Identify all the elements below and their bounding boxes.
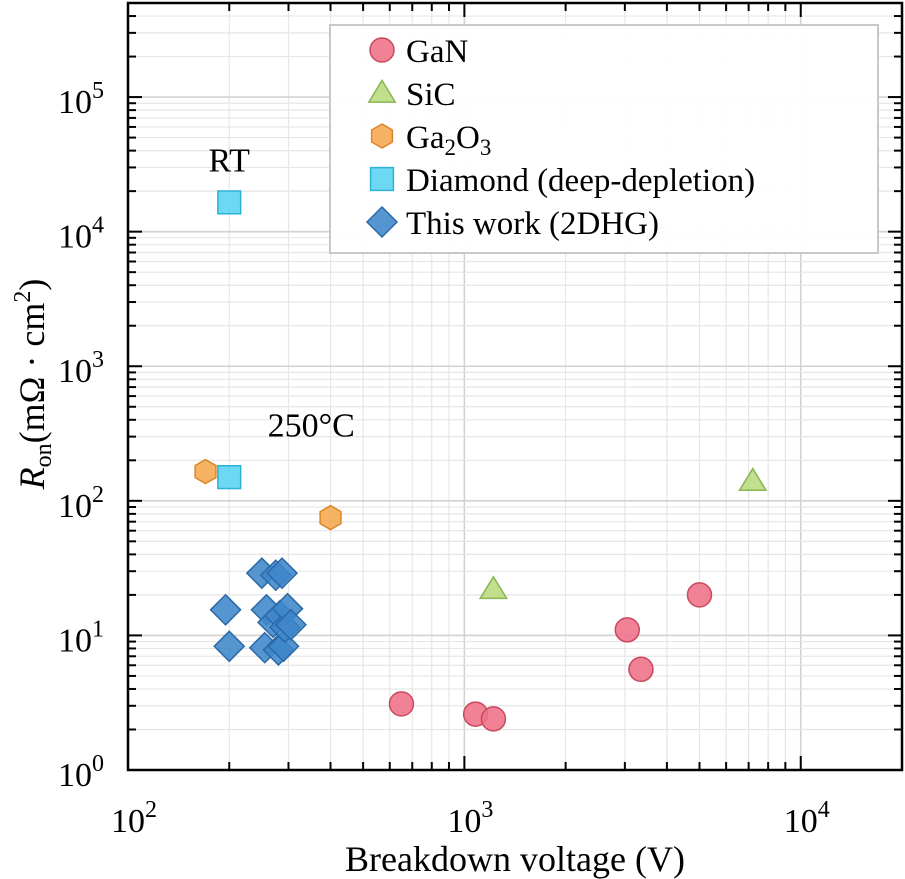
legend-item-this-work-2dhg: This work (2DHG) bbox=[365, 205, 659, 242]
y-axis-label-sub: on bbox=[31, 443, 57, 467]
data-point-ga2o3 bbox=[194, 458, 217, 485]
x-tick-label-base: 10 bbox=[111, 803, 145, 840]
y-tick-label-exp: 3 bbox=[92, 347, 104, 373]
tick-layer bbox=[127, 2, 903, 771]
legend-label: GaN bbox=[406, 34, 468, 70]
y-tick-label: 100 bbox=[58, 751, 104, 794]
y-axis-label-main: R bbox=[12, 467, 52, 490]
y-tick-label-base: 10 bbox=[58, 622, 92, 659]
data-point-sic bbox=[738, 467, 768, 491]
legend-label: Ga2O3 bbox=[406, 120, 491, 160]
y-tick-label-base: 10 bbox=[58, 353, 92, 390]
legend-marker-this-work-2dhg bbox=[365, 205, 399, 239]
y-tick-label-base: 10 bbox=[58, 757, 92, 794]
y-tick-label-exp: 2 bbox=[92, 482, 104, 508]
legend-item-sic: SiC bbox=[367, 77, 456, 113]
legend-item-gan: GaN bbox=[369, 34, 468, 70]
data-point-sic bbox=[478, 575, 508, 600]
annotation-label: 250°C bbox=[268, 408, 355, 445]
y-tick-label: 101 bbox=[58, 616, 104, 659]
legend-marker-ga2o3 bbox=[370, 123, 394, 149]
data-point-gan bbox=[628, 656, 654, 683]
x-tick-label: 104 bbox=[784, 797, 830, 840]
y-tick-label: 104 bbox=[58, 213, 104, 256]
y-axis-label: Ron(mΩ · cm2) bbox=[10, 279, 57, 491]
y-axis-label-units: (mΩ · cm bbox=[12, 303, 52, 444]
data-point-this-work-2dhg bbox=[209, 593, 242, 626]
legend-item-ga2o3: Ga2O3 bbox=[370, 120, 491, 160]
x-axis-label: Breakdown voltage (V) bbox=[345, 839, 685, 879]
y-tick-label-exp: 0 bbox=[92, 751, 104, 777]
data-point-this-work-2dhg bbox=[213, 630, 246, 663]
y-tick-label-base: 10 bbox=[58, 488, 92, 525]
x-tick-label-exp: 4 bbox=[818, 797, 830, 823]
y-axis-label-close: ) bbox=[12, 279, 52, 291]
y-tick-label: 103 bbox=[58, 347, 104, 390]
plot-frame bbox=[126, 1, 904, 772]
series-diamond-deep-depletion bbox=[217, 190, 242, 490]
series-sic bbox=[478, 467, 768, 600]
legend-marker-sic bbox=[367, 78, 397, 103]
data-point-gan bbox=[480, 706, 507, 732]
x-tick-label-base: 10 bbox=[447, 803, 481, 840]
x-tick-label-base: 10 bbox=[784, 803, 818, 840]
data-point-this-work-2dhg bbox=[274, 608, 307, 641]
data-point-this-work-2dhg bbox=[265, 557, 299, 590]
legend-label: This work (2DHG) bbox=[406, 206, 659, 242]
legend-marker-diamond-deep-depletion bbox=[369, 166, 395, 192]
x-tick-label-exp: 3 bbox=[481, 797, 493, 823]
x-tick-label: 102 bbox=[111, 797, 157, 840]
annotation-layer: RT 250°C bbox=[209, 142, 355, 444]
y-axis-label-sup: 2 bbox=[10, 291, 36, 303]
legend-marker-gan bbox=[369, 37, 395, 63]
y-tick-label: 102 bbox=[58, 482, 104, 525]
data-point-ga2o3 bbox=[319, 504, 342, 531]
data-point-gan bbox=[614, 617, 641, 643]
legend-label: Diamond (deep-depletion) bbox=[406, 163, 755, 199]
data-point-diamond-deep-depletion bbox=[217, 190, 242, 215]
data-marker-layer bbox=[194, 190, 768, 732]
y-tick-label-base: 10 bbox=[58, 219, 92, 256]
data-point-gan bbox=[686, 582, 713, 608]
data-point-diamond-deep-depletion bbox=[217, 464, 242, 490]
y-tick-label-exp: 5 bbox=[92, 78, 104, 104]
y-tick-label-exp: 1 bbox=[92, 616, 104, 642]
legend-item-diamond-deep-depletion: Diamond (deep-depletion) bbox=[369, 163, 755, 199]
series-this-work-2dhg bbox=[209, 557, 307, 666]
annotation-label: RT bbox=[209, 142, 251, 179]
series-gan bbox=[388, 582, 713, 732]
series-ga2o3 bbox=[194, 458, 342, 531]
y-tick-label-exp: 4 bbox=[92, 213, 104, 239]
data-point-gan bbox=[388, 691, 415, 717]
y-tick-label: 105 bbox=[58, 78, 104, 121]
x-tick-label: 103 bbox=[447, 797, 493, 840]
legend-label: SiC bbox=[406, 77, 456, 113]
x-tick-label-exp: 2 bbox=[145, 797, 157, 823]
y-tick-label-base: 10 bbox=[58, 84, 92, 121]
legend-box bbox=[329, 24, 879, 254]
